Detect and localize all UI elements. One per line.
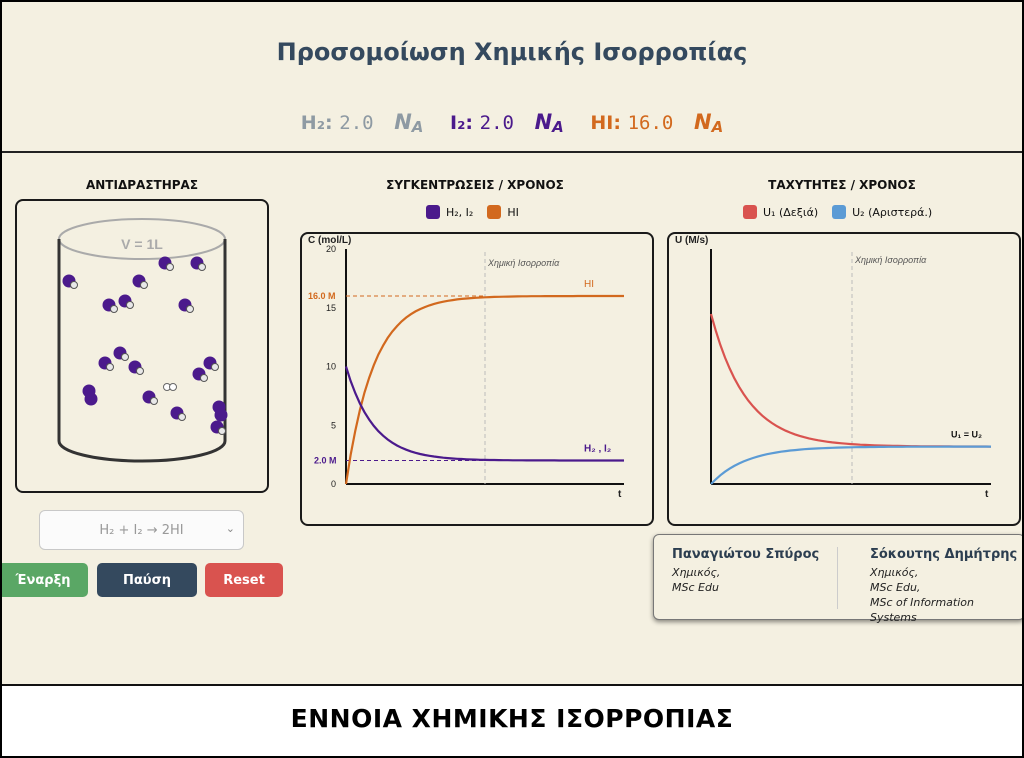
- avogadro-unit: NA: [694, 110, 724, 136]
- molecule: [102, 298, 118, 313]
- page-title: Προσομοίωση Χημικής Ισορροπίας: [276, 38, 748, 66]
- pause-button[interactable]: Παύση: [97, 563, 197, 597]
- molecule: [128, 360, 144, 375]
- molecule: [212, 400, 228, 422]
- molecule-counts: H₂: 2.0 NA I₂: 2.0 NA HI: 16.0 NA: [2, 110, 1022, 136]
- molecule: [203, 356, 219, 371]
- footer-banner: ΕΝΝΟΙΑ ΧΗΜΙΚΗΣ ΙΣΟΡΡΟΠΙΑΣ: [2, 684, 1022, 756]
- molecule: [158, 256, 174, 271]
- molecule: [113, 346, 129, 361]
- i2-count: I₂: 2.0 NA: [450, 110, 564, 136]
- y-tick-label: 0: [331, 479, 336, 489]
- molecule: [132, 274, 148, 289]
- legend-item: HI: [487, 205, 519, 219]
- reset-button[interactable]: Reset: [205, 563, 283, 597]
- legend-item: U₁ (Δεξιά): [743, 205, 818, 219]
- molecule: [210, 420, 226, 435]
- reactor-vessel: V = 1L: [57, 218, 228, 463]
- start-button[interactable]: Έναρξη: [2, 563, 88, 597]
- molecule: [98, 356, 114, 371]
- equilibrium-annotation: Χημική Ισορροπία: [854, 255, 927, 265]
- hi-eq-label: 16.0 M: [308, 291, 336, 301]
- molecule: [82, 384, 98, 406]
- hi-count: HI: 16.0 NA: [590, 110, 724, 136]
- x-axis-label: t: [618, 489, 622, 500]
- author-1: Παναγιώτου Σπύρος Χημικός, MSc Edu: [672, 547, 820, 594]
- molecule: [178, 298, 194, 313]
- molecules: [62, 256, 228, 435]
- rates-title: ΤΑΧΥΤΗΤΕΣ / ΧΡΟΝΟΣ: [768, 178, 916, 192]
- footer-title: ΕΝΝΟΙΑ ΧΗΜΙΚΗΣ ΙΣΟΡΡΟΠΙΑΣ: [290, 704, 734, 733]
- molecule: [192, 367, 208, 382]
- legend-item: U₂ (Αριστερά.): [832, 205, 932, 219]
- h2-count: H₂: 2.0 NA: [300, 110, 424, 136]
- x-axis-label: t: [985, 489, 989, 500]
- h2-eq-label: 2.0 M: [314, 456, 337, 466]
- rates-plot: U (M/s) t Χημική Ισορροπία U₁ = U₂: [675, 235, 992, 500]
- concentration-chart: C (mol/L) t 20 15 10 5 0 Χημική Ισορροπία 16…: [300, 232, 654, 526]
- concentrations-title: ΣΥΓΚΕΝΤΡΩΣΕΙΣ / ΧΡΟΝΟΣ: [386, 178, 564, 192]
- u1-series-line: [709, 313, 992, 448]
- rates-chart: U (M/s) t Χημική Ισορροπία U₁ = U₂: [667, 232, 1021, 526]
- y-axis-label: C (mol/L): [308, 235, 351, 246]
- equilibrium-annotation: Χημική Ισορροπία: [487, 258, 560, 268]
- h2-i2-series-line: [344, 366, 624, 462]
- volume-label: V = 1L: [121, 236, 163, 252]
- u2-series-line: [710, 445, 991, 485]
- y-axis-label: U (M/s): [675, 235, 708, 246]
- molecule: [163, 383, 177, 391]
- y-tick-label: 5: [331, 420, 336, 430]
- hi-series-line: [344, 294, 624, 485]
- author-2: Σόκουτης Δημήτρης Χημικός, MSc Edu, MSc …: [870, 547, 1018, 624]
- chevron-down-icon: ⌄: [225, 522, 235, 535]
- authors-divider: [837, 547, 838, 609]
- avogadro-unit: NA: [394, 110, 424, 136]
- y-tick-label: 10: [326, 362, 336, 372]
- molecule: [170, 406, 186, 421]
- authors-card: Παναγιώτου Σπύρος Χημικός, MSc Edu Σόκου…: [653, 534, 1022, 624]
- hi-series-label: HI: [584, 279, 594, 290]
- legend-item: H₂, I₂: [426, 205, 473, 219]
- molecule: [62, 274, 78, 289]
- y-tick-label: 15: [326, 303, 336, 313]
- reaction-select[interactable]: H₂ + I₂ → 2HI ⌄: [39, 510, 244, 550]
- molecule: [190, 256, 206, 271]
- concentrations-legend: H₂, I₂ HI: [426, 205, 533, 219]
- rates-legend: U₁ (Δεξιά) U₂ (Αριστερά.): [743, 205, 946, 219]
- molecule: [142, 390, 158, 405]
- concentration-plot: C (mol/L) t 20 15 10 5 0 Χημική Ισορροπία 16…: [308, 235, 624, 500]
- molecule: [118, 294, 134, 309]
- reactor-title: ΑΝΤΙΔΡΑΣΤΗΡΑΣ: [85, 178, 199, 192]
- avogadro-unit: NA: [534, 110, 564, 136]
- h2-series-label: H₂ , I₂: [584, 444, 611, 455]
- equal-rates-label: U₁ = U₂: [951, 430, 982, 440]
- header-divider: [2, 151, 1022, 153]
- y-tick-label: 20: [326, 244, 336, 254]
- reactor-panel: V = 1L: [15, 199, 269, 493]
